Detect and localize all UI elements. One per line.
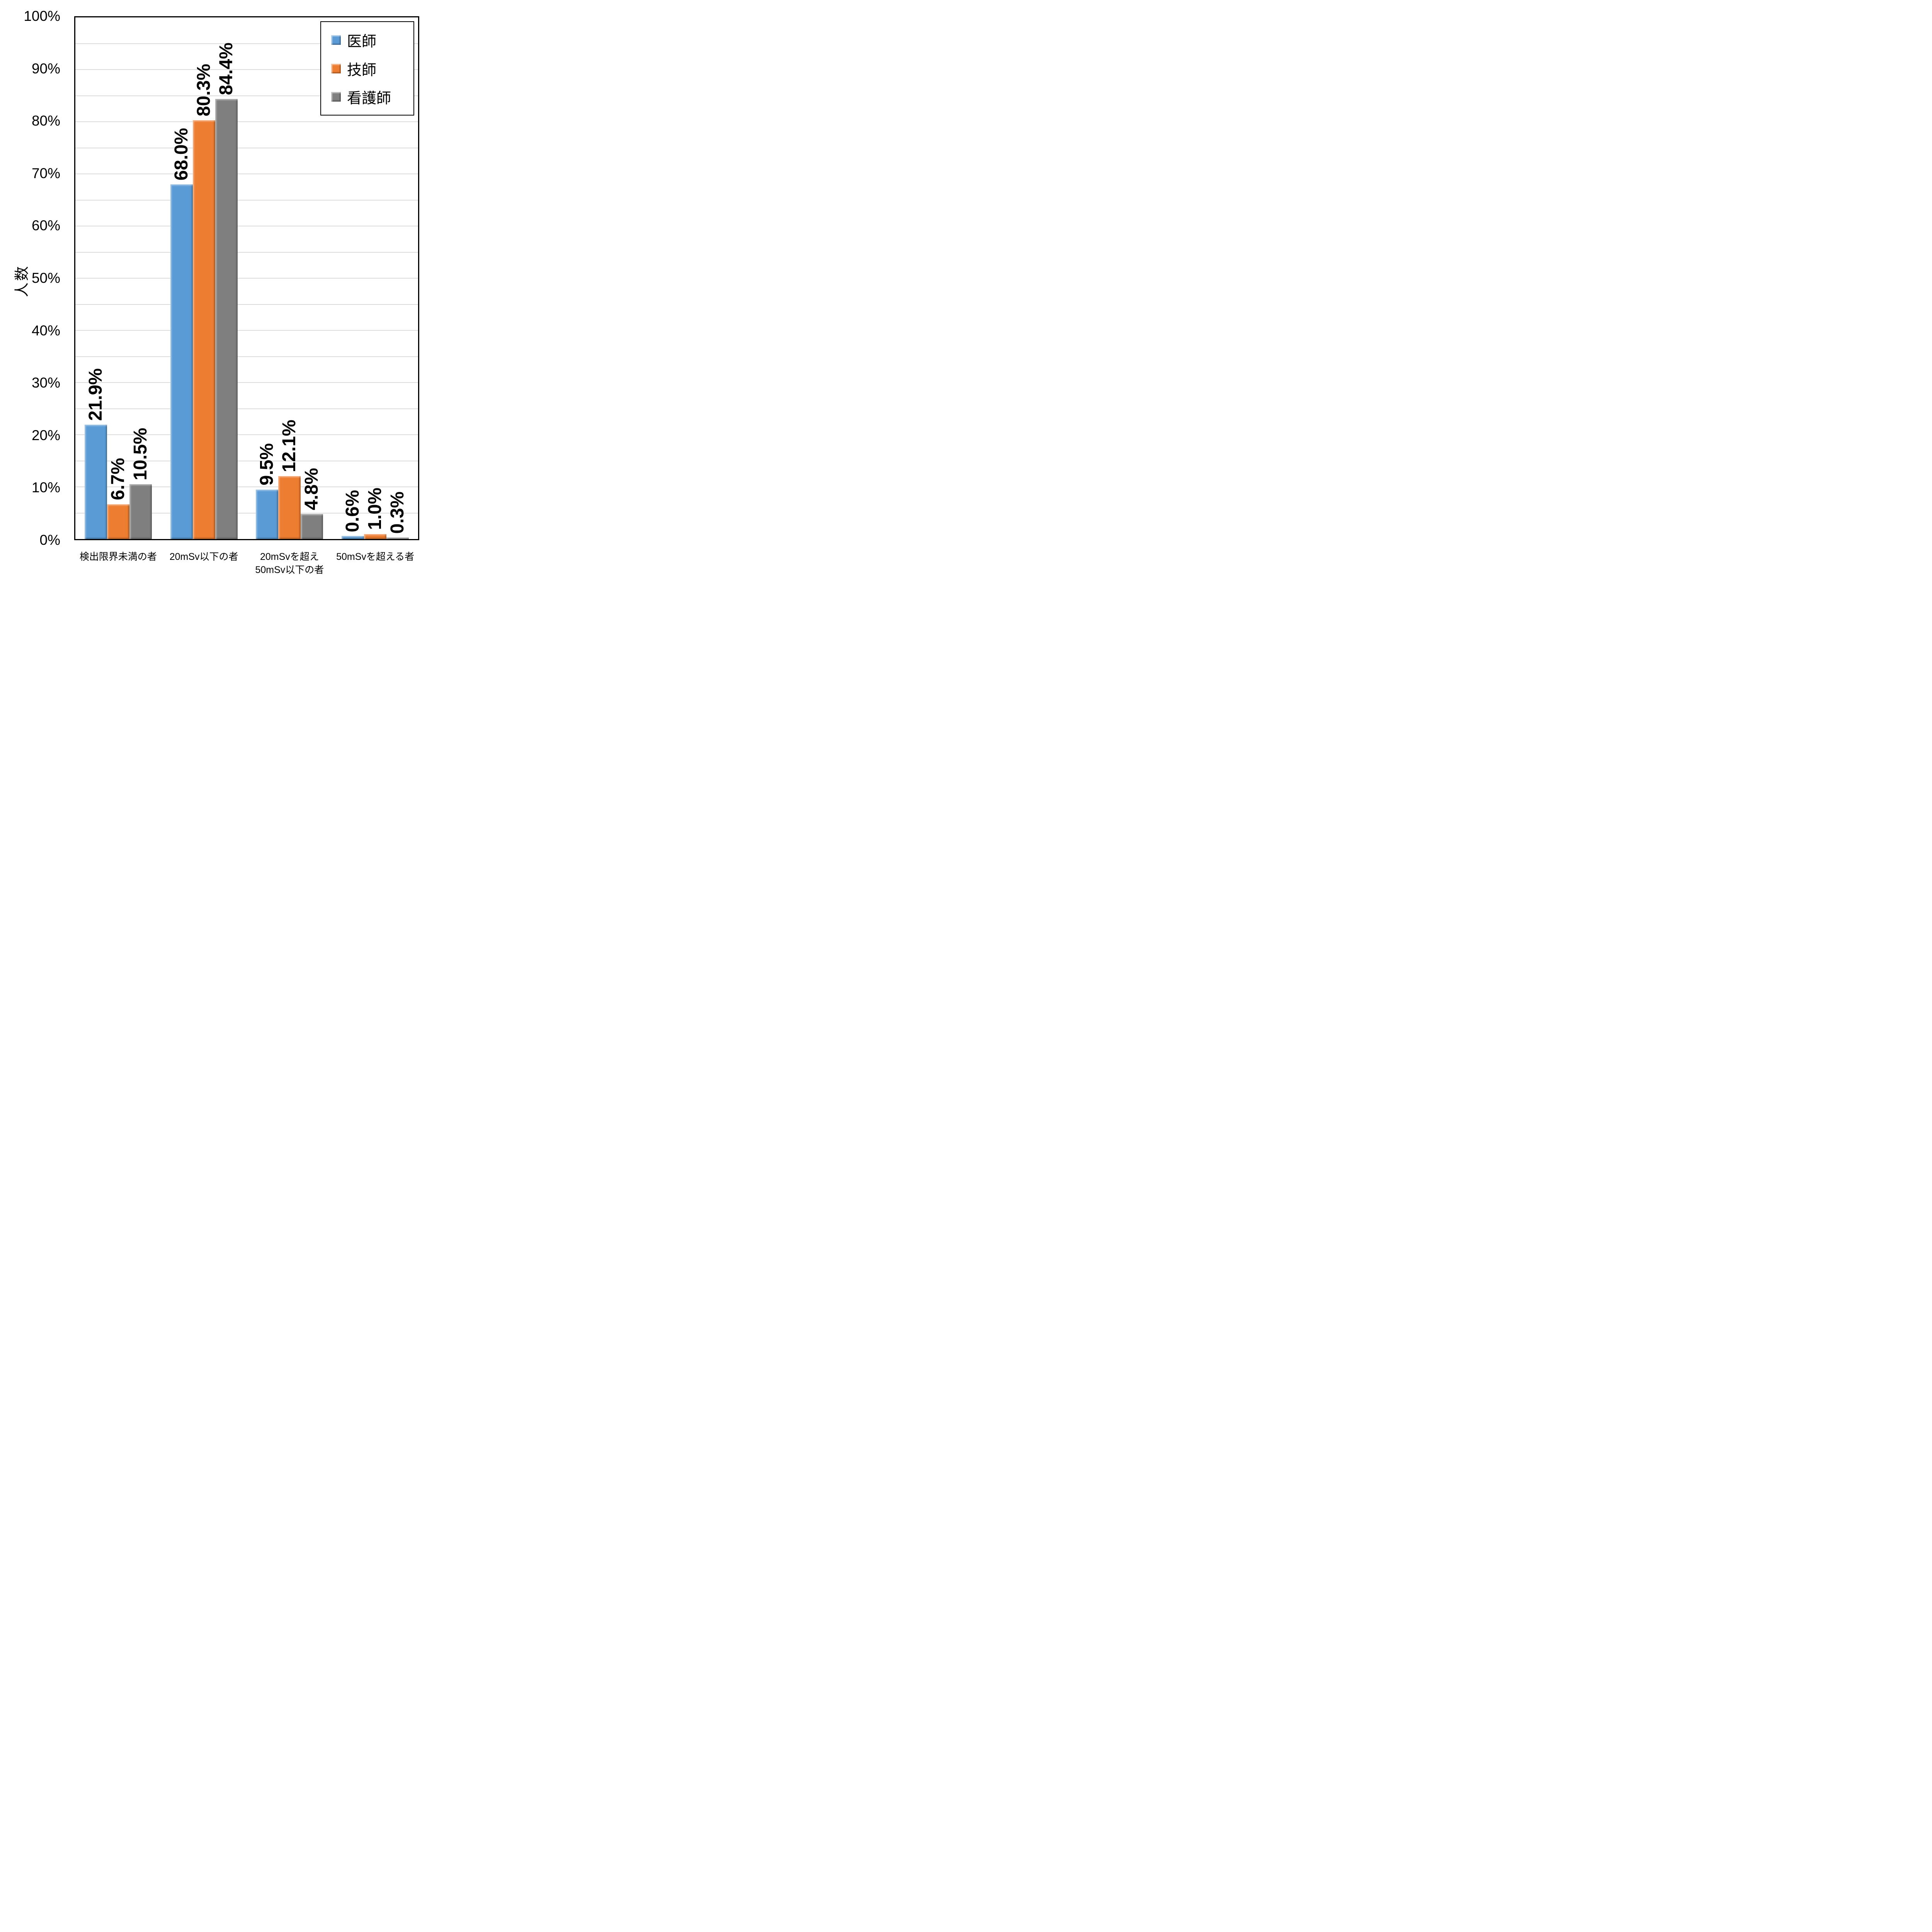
gridline [75, 486, 418, 487]
bar-column: 1.0% [364, 17, 387, 539]
legend-label: 技師 [347, 62, 377, 78]
gridline [75, 199, 418, 201]
bar-group: 68.0% 80.3% 84.4% [161, 17, 247, 539]
bar-技師 [192, 120, 215, 539]
legend-color-swatch-技師 [331, 63, 341, 73]
gridline [75, 512, 418, 514]
gridline [75, 95, 418, 96]
bar-column: 10.5% [129, 17, 152, 539]
y-tick-label: 10% [31, 480, 60, 496]
bar-column: 4.8% [301, 17, 323, 539]
gridline [75, 382, 418, 383]
bar-value-label: 0.3% [387, 491, 408, 534]
gridline [75, 173, 418, 174]
bar-技師 [364, 534, 387, 539]
x-tick-label: 20mSvを超え 50mSv以下の者 [255, 551, 324, 575]
bar-column: 80.3% [192, 17, 215, 539]
y-tick-label: 0% [39, 532, 60, 548]
bar-value-label: 6.7% [107, 458, 128, 500]
bar-医師 [256, 489, 279, 539]
gridline [75, 252, 418, 253]
legend-label: 医師 [347, 33, 377, 50]
bar-医師 [170, 184, 193, 539]
gridline [75, 356, 418, 357]
bar-value-label: 80.3% [193, 63, 214, 116]
legend-label: 看護師 [347, 90, 391, 107]
bar-value-label: 84.4% [216, 42, 236, 95]
gridline [75, 330, 418, 331]
x-tick-label: 20mSv以下の者 [169, 551, 238, 562]
chart-page: 人数 100% 90% 80% 70% 60% 50% 40% 30% 20% 10% 0% 21.… [0, 0, 437, 594]
gridline [75, 278, 418, 279]
gridline [75, 121, 418, 122]
y-tick-label: 90% [31, 60, 60, 77]
bar-value-label: 21.9% [85, 368, 106, 421]
bar-column: 6.7% [107, 17, 129, 539]
bar-医師 [84, 425, 107, 539]
bar-value-label: 12.1% [279, 419, 300, 472]
bar-技師 [107, 504, 129, 539]
gridline [75, 408, 418, 409]
bar-column: 21.9% [84, 17, 107, 539]
bar-看護師 [129, 484, 152, 539]
y-tick-label: 20% [31, 427, 60, 443]
legend-item: 医師 [331, 29, 413, 51]
bar-value-label: 0.6% [342, 490, 363, 532]
bar-value-label: 10.5% [130, 428, 151, 481]
gridline [75, 43, 418, 44]
legend-color-swatch-医師 [331, 35, 341, 45]
bar-group: 21.9% 6.7% 10.5% [75, 17, 161, 539]
bar-value-label: 68.0% [171, 128, 192, 180]
bar-value-label: 9.5% [257, 443, 277, 486]
bar-医師 [342, 536, 364, 539]
bar-技師 [278, 476, 301, 539]
y-tick-label: 30% [31, 375, 60, 391]
y-tick-label: 70% [31, 165, 60, 181]
bar-看護師 [301, 514, 323, 539]
bar-看護師 [215, 99, 238, 539]
bar-column: 0.3% [386, 17, 409, 539]
bar-group: 9.5% 12.1% 4.8% [247, 17, 333, 539]
y-tick-label: 100% [24, 8, 60, 24]
bar-column: 12.1% [278, 17, 301, 539]
y-tick-label: 60% [31, 218, 60, 234]
bar-value-label: 4.8% [301, 468, 322, 510]
y-tick-label: 50% [31, 270, 60, 286]
bar-group: 0.6% 1.0% 0.3% [332, 17, 418, 539]
bar-column: 68.0% [170, 17, 193, 539]
bar-看護師 [386, 537, 409, 539]
bar-column: 9.5% [256, 17, 279, 539]
plot-area: 21.9% 6.7% 10.5% 68.0% 80.3% 84.4% 9.5% 12.1% 4.… [74, 16, 419, 540]
legend-item: 技師 [331, 58, 413, 79]
bar-column: 84.4% [215, 17, 238, 539]
y-tick-label: 80% [31, 113, 60, 129]
legend-color-swatch-看護師 [331, 92, 341, 102]
legend-item: 看護師 [331, 86, 413, 107]
bar-column: 0.6% [342, 17, 364, 539]
y-tick-label: 40% [31, 322, 60, 338]
x-tick-label: 検出限界未満の者 [79, 551, 157, 562]
x-tick-label: 50mSvを超える者 [336, 551, 415, 562]
gridline [75, 304, 418, 305]
gridline [75, 69, 418, 70]
legend: 医師 技師 看護師 [320, 21, 414, 116]
gridline [75, 434, 418, 435]
bar-value-label: 1.0% [365, 488, 386, 530]
